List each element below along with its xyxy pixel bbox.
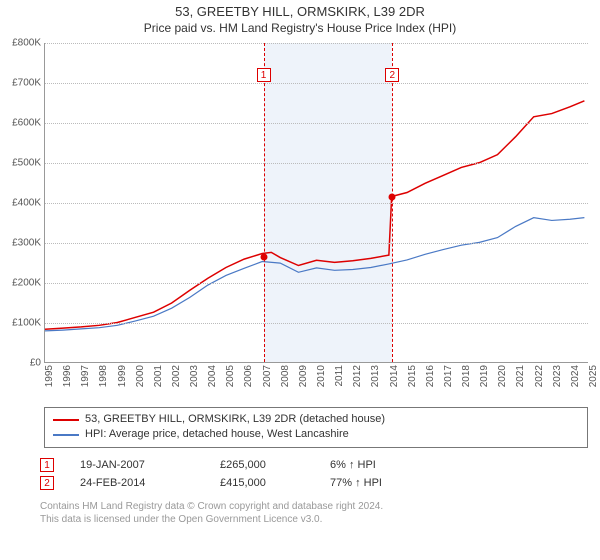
x-tick-label: 2020 xyxy=(497,365,508,387)
x-tick-label: 2007 xyxy=(262,365,273,387)
grid-line xyxy=(45,163,588,164)
sales-row: 2 24-FEB-2014 £415,000 77% ↑ HPI xyxy=(40,474,588,492)
y-tick-label: £200K xyxy=(1,278,41,289)
grid-line xyxy=(45,203,588,204)
y-tick-label: £700K xyxy=(1,78,41,89)
x-tick-label: 1999 xyxy=(117,365,128,387)
x-tick-label: 2022 xyxy=(534,365,545,387)
x-tick-label: 2016 xyxy=(425,365,436,387)
x-tick-label: 2017 xyxy=(443,365,454,387)
x-tick-label: 2000 xyxy=(135,365,146,387)
x-tick-label: 2002 xyxy=(171,365,182,387)
sale-marker-dot xyxy=(389,194,396,201)
sale-marker-box: 1 xyxy=(257,68,271,82)
sales-table: 1 19-JAN-2007 £265,000 6% ↑ HPI 2 24-FEB… xyxy=(40,456,588,492)
x-tick-label: 1997 xyxy=(80,365,91,387)
y-tick-label: £600K xyxy=(1,118,41,129)
grid-line xyxy=(45,123,588,124)
attribution-line1: Contains HM Land Registry data © Crown c… xyxy=(40,500,588,514)
grid-line xyxy=(45,83,588,84)
x-tick-label: 2019 xyxy=(479,365,490,387)
sale-marker-box: 2 xyxy=(385,68,399,82)
x-tick-label: 2005 xyxy=(225,365,236,387)
x-tick-label: 2024 xyxy=(570,365,581,387)
legend-item-property: 53, GREETBY HILL, ORMSKIRK, L39 2DR (det… xyxy=(53,412,579,427)
x-tick-label: 2008 xyxy=(280,365,291,387)
sale-delta: 77% ↑ HPI xyxy=(330,477,450,489)
series-line-property xyxy=(45,101,584,329)
sale-delta: 6% ↑ HPI xyxy=(330,459,450,471)
sale-marker-2: 2 xyxy=(40,476,54,490)
sale-marker-dot xyxy=(260,254,267,261)
legend-label-property: 53, GREETBY HILL, ORMSKIRK, L39 2DR (det… xyxy=(85,412,385,427)
legend-item-hpi: HPI: Average price, detached house, West… xyxy=(53,427,579,442)
plot-area: £0£100K£200K£300K£400K£500K£600K£700K£80… xyxy=(44,43,588,363)
attribution-line2: This data is licensed under the Open Gov… xyxy=(40,513,588,527)
legend-swatch-property xyxy=(53,419,79,421)
x-tick-label: 2003 xyxy=(189,365,200,387)
series-line-hpi xyxy=(45,218,584,331)
sale-marker-line xyxy=(392,43,393,362)
sale-price: £415,000 xyxy=(220,477,330,489)
y-tick-label: £500K xyxy=(1,158,41,169)
sale-marker-line xyxy=(264,43,265,362)
sale-date: 19-JAN-2007 xyxy=(80,459,220,471)
sale-marker-1: 1 xyxy=(40,458,54,472)
x-tick-label: 1995 xyxy=(44,365,55,387)
x-tick-label: 2025 xyxy=(588,365,599,387)
x-tick-label: 2004 xyxy=(207,365,218,387)
x-tick-label: 1998 xyxy=(98,365,109,387)
chart-container: 53, GREETBY HILL, ORMSKIRK, L39 2DR Pric… xyxy=(0,0,600,527)
y-tick-label: £100K xyxy=(1,318,41,329)
x-tick-label: 2015 xyxy=(407,365,418,387)
legend-label-hpi: HPI: Average price, detached house, West… xyxy=(85,427,349,442)
sales-row: 1 19-JAN-2007 £265,000 6% ↑ HPI xyxy=(40,456,588,474)
x-tick-label: 2011 xyxy=(334,365,345,387)
x-axis-ticks: 1995 1996 1997 1998 1999 2000 2001 2002 2003 2004… xyxy=(44,363,588,401)
x-tick-label: 2006 xyxy=(243,365,254,387)
attribution: Contains HM Land Registry data © Crown c… xyxy=(40,500,588,527)
x-tick-label: 2018 xyxy=(461,365,472,387)
grid-line xyxy=(45,323,588,324)
title-sub: Price paid vs. HM Land Registry's House … xyxy=(0,21,600,35)
legend-swatch-hpi xyxy=(53,434,79,436)
title-main: 53, GREETBY HILL, ORMSKIRK, L39 2DR xyxy=(0,4,600,19)
grid-line xyxy=(45,283,588,284)
sale-date: 24-FEB-2014 xyxy=(80,477,220,489)
legend: 53, GREETBY HILL, ORMSKIRK, L39 2DR (det… xyxy=(44,407,588,448)
x-tick-label: 2001 xyxy=(153,365,164,387)
sale-price: £265,000 xyxy=(220,459,330,471)
x-tick-label: 1996 xyxy=(62,365,73,387)
x-tick-label: 2014 xyxy=(389,365,400,387)
titles: 53, GREETBY HILL, ORMSKIRK, L39 2DR Pric… xyxy=(0,0,600,35)
x-tick-label: 2013 xyxy=(370,365,381,387)
grid-line xyxy=(45,243,588,244)
y-tick-label: £300K xyxy=(1,238,41,249)
y-tick-label: £800K xyxy=(1,38,41,49)
x-tick-label: 2021 xyxy=(515,365,526,387)
y-tick-label: £0 xyxy=(1,358,41,369)
x-tick-label: 2009 xyxy=(298,365,309,387)
grid-line xyxy=(45,43,588,44)
y-tick-label: £400K xyxy=(1,198,41,209)
x-tick-label: 2012 xyxy=(352,365,363,387)
x-tick-label: 2010 xyxy=(316,365,327,387)
x-tick-label: 2023 xyxy=(552,365,563,387)
